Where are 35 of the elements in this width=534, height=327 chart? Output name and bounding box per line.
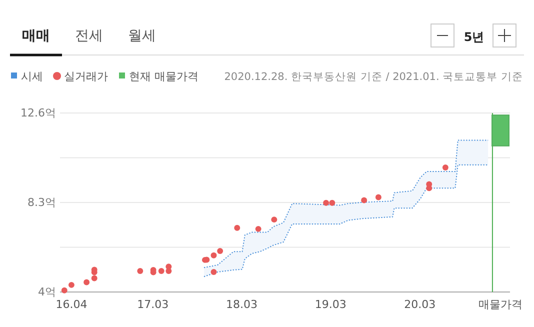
- point: [323, 200, 330, 206]
- x-tick-label: 18.03: [226, 298, 258, 311]
- text: 월세: [128, 28, 156, 44]
- y-tick-label: 8.3억: [28, 196, 56, 210]
- point: [91, 275, 98, 282]
- point: [442, 164, 448, 171]
- point: [158, 268, 164, 274]
- point: [375, 194, 382, 200]
- point: [271, 216, 278, 223]
- point: [234, 224, 240, 231]
- legend-label: 시세: [21, 70, 43, 83]
- x-tick-label: 17.03: [137, 298, 169, 311]
- point: [210, 269, 217, 275]
- x-tick-label: 19.03: [314, 298, 346, 311]
- legend-label: 현재 매물가격: [129, 70, 198, 83]
- point: [210, 252, 217, 258]
- point: [166, 268, 172, 274]
- text: 매매: [22, 28, 50, 44]
- text: 매물가격: [478, 298, 522, 311]
- point: [61, 287, 68, 294]
- point: [84, 279, 90, 286]
- point: [68, 282, 74, 288]
- y-tick-label: 12.6억: [20, 106, 56, 120]
- x-tick-label: 16.04: [56, 298, 88, 311]
- text: 2020.12.28. 한국부동산원 기준 / 2021.01. 국토교통부 기준: [224, 71, 523, 83]
- y-tick-label: 4억: [38, 286, 56, 299]
- point: [361, 197, 368, 204]
- point: [329, 200, 336, 206]
- point: [137, 268, 144, 274]
- point: [255, 226, 262, 232]
- point: [217, 248, 224, 254]
- x-tick-label: 20.03: [404, 298, 436, 311]
- text: 5년: [464, 30, 484, 44]
- text: 전세: [75, 28, 103, 44]
- legend-label: 실거래가: [64, 70, 108, 83]
